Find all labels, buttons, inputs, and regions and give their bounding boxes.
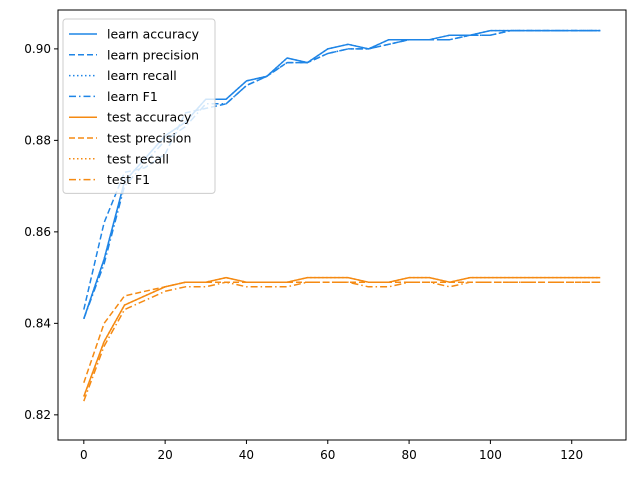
y-tick-label: 0.82	[24, 408, 51, 422]
x-axis: 0 20 40 60 80 100 120	[80, 440, 583, 462]
x-tick-label: 100	[479, 448, 502, 462]
legend-box	[62, 18, 216, 194]
y-axis: 0.82 0.84 0.86 0.88 0.90	[24, 42, 58, 422]
legend-label: test accuracy	[107, 110, 192, 125]
legend-label: test F1	[107, 172, 150, 187]
x-tick-label: 20	[157, 448, 172, 462]
series-line-test-f1	[83, 281, 601, 402]
series-line-test-recall	[83, 276, 601, 397]
legend-label: learn accuracy	[107, 27, 200, 42]
plot-frame	[57, 9, 627, 441]
x-tick-label: 120	[560, 448, 583, 462]
legend-label: learn precision	[107, 47, 199, 62]
x-tick-label: 0	[80, 448, 88, 462]
legend-label: learn F1	[107, 89, 158, 104]
y-tick-label: 0.90	[24, 42, 51, 56]
x-tick-label: 40	[239, 448, 254, 462]
legend-label: test recall	[107, 151, 169, 166]
y-tick-label: 0.84	[24, 316, 51, 330]
legend: learn accuracy learn precision learn recal…	[62, 18, 216, 194]
x-tick-label: 60	[320, 448, 335, 462]
x-tick-label: 80	[401, 448, 416, 462]
y-tick-label: 0.86	[24, 225, 51, 239]
y-tick-label: 0.88	[24, 133, 51, 147]
legend-label: test precision	[107, 131, 191, 146]
legend-label: learn recall	[107, 68, 177, 83]
